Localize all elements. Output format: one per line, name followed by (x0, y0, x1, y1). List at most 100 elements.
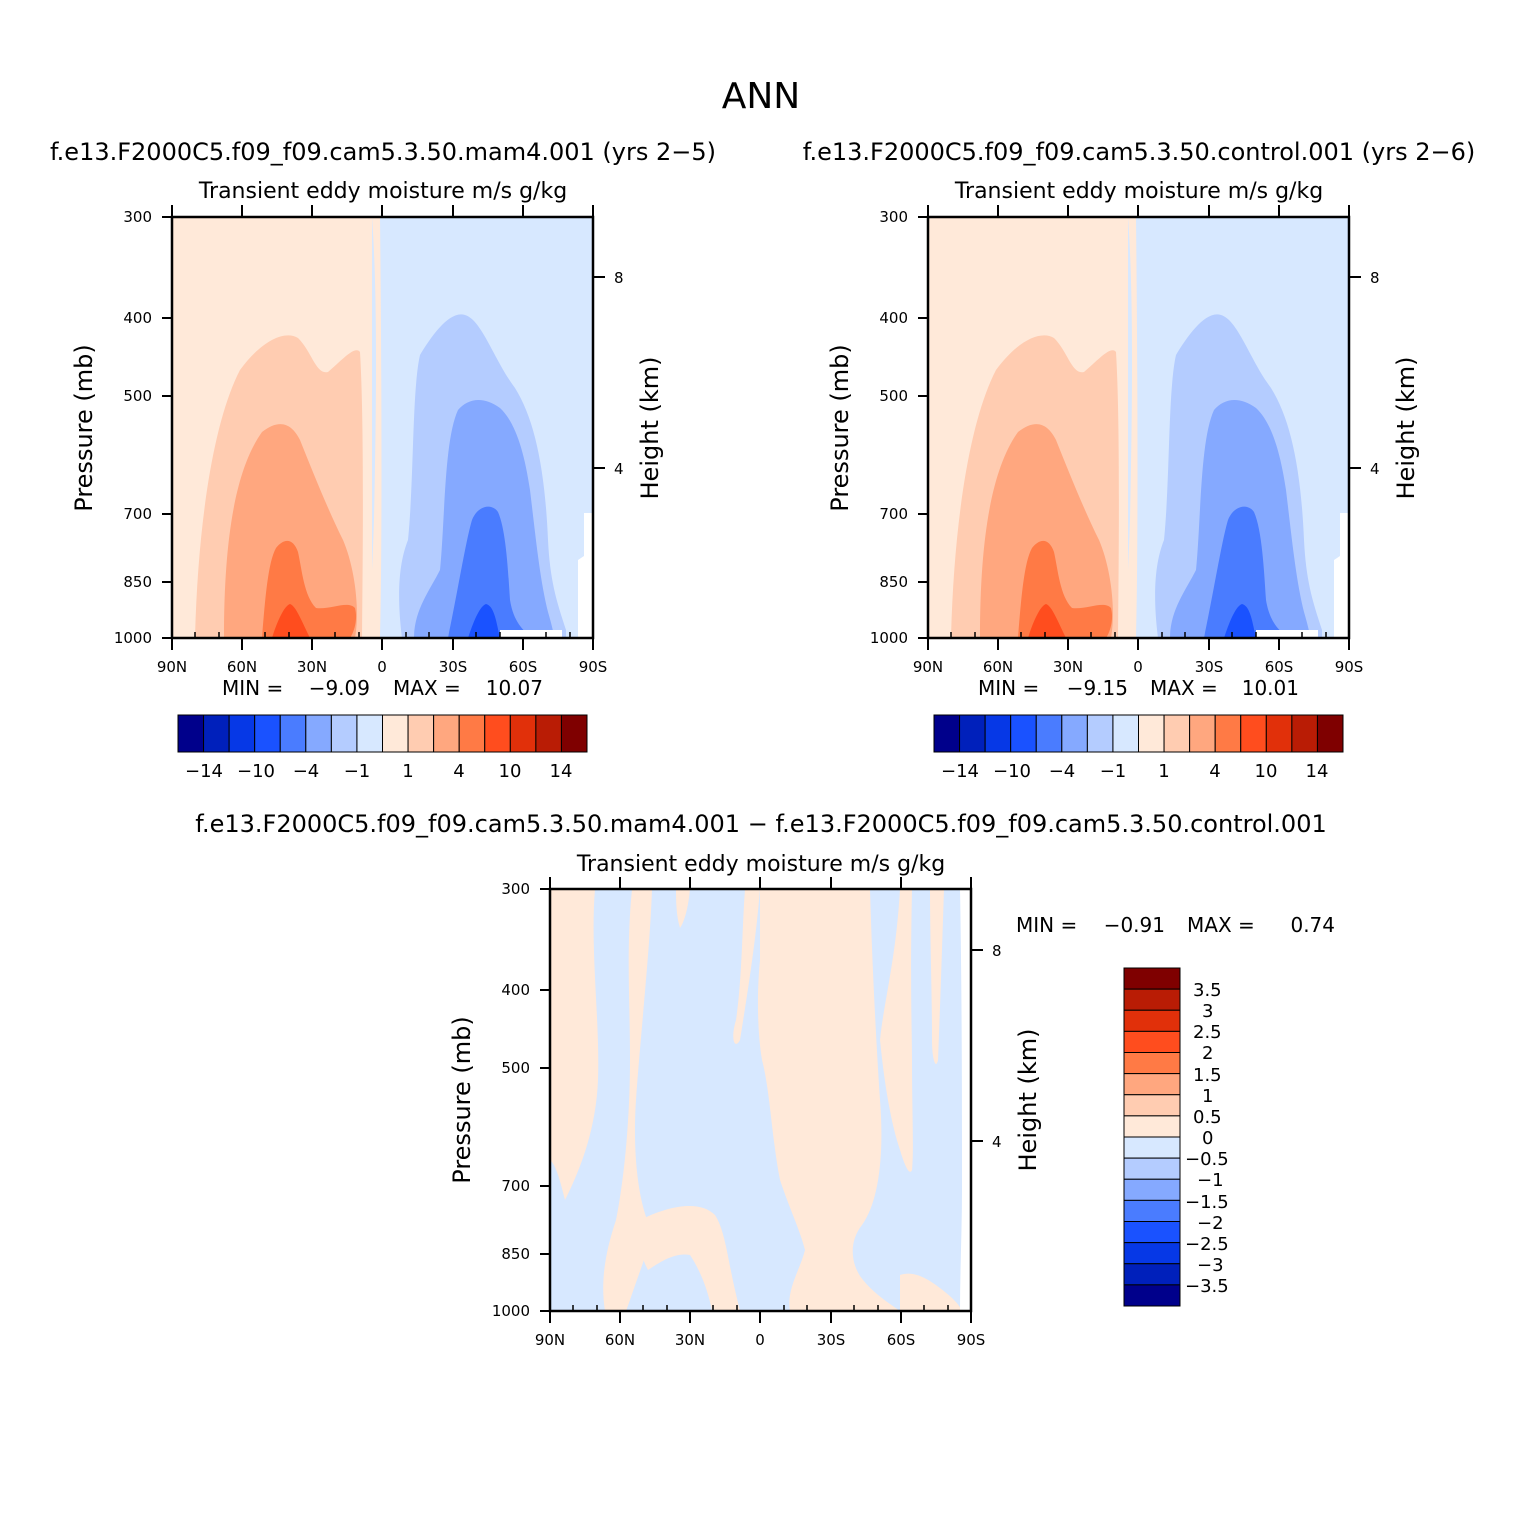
figure-title: ANN (722, 76, 801, 117)
colorbar-swatch (1163, 714, 1191, 753)
colorbar-swatch (1240, 714, 1267, 753)
panel-3-y-tick: 850 (501, 1245, 530, 1263)
panel-1-colorbar-label: −4 (293, 761, 320, 782)
panel-2-contour-field (928, 217, 1349, 638)
panel-3-colorbar (1123, 967, 1181, 1307)
colorbar-swatch (933, 714, 961, 753)
panel-1-x-tick: 30S (439, 658, 468, 676)
panel-1-x-tick: 60N (227, 658, 257, 676)
colorbar-swatch (1138, 714, 1165, 753)
colorbar-swatch (1035, 714, 1063, 753)
panel-3-colorbar-label: 2.5 (1193, 1022, 1222, 1043)
panel-2-x-tick: 30N (1053, 658, 1083, 676)
colorbar-swatch (959, 714, 986, 753)
panel-2-height-tick: 8 (1370, 269, 1380, 287)
colorbar-swatch (1061, 714, 1088, 753)
panel-3-colorbar-labels: 3.5 3 2.5 2 1.5 1 0.5 0 −0.5 −1 −1.5 −2 … (1185, 980, 1229, 1297)
panel-1-y-axis-label: Pressure (mb) (70, 344, 98, 511)
panel-3-y-axis-label: Pressure (mb) (448, 1016, 476, 1183)
panel-3-colorbar-label: 1 (1202, 1086, 1213, 1107)
panel-3-min-label: MIN = (1016, 913, 1077, 937)
panel-1-colorbar-labels: −14 −10 −4 −1 1 4 10 14 (185, 761, 572, 782)
colorbar-swatch (1123, 1052, 1181, 1075)
panel-3-y-tick: 500 (501, 1059, 530, 1077)
panel-1-y-tick: 400 (123, 309, 152, 327)
colorbar-swatch (356, 714, 383, 753)
panel-2-right-axis: 8 4 Height (km) (1349, 269, 1420, 499)
panel-2-colorbar-labels: −14 −10 −4 −1 1 4 10 14 (941, 761, 1328, 782)
panel-2-colorbar (933, 714, 1344, 753)
panel-2-x-tick: 30S (1195, 658, 1224, 676)
panel-3-x-tick: 60N (605, 1331, 635, 1349)
panel-3-x-tick: 90S (957, 1331, 986, 1349)
panel-1-right-axis: 8 4 Height (km) (593, 269, 664, 499)
colorbar-swatch (1316, 714, 1344, 753)
panel-1-y-tick: 850 (123, 573, 152, 591)
colorbar-swatch (1123, 1157, 1181, 1180)
colorbar-swatch (535, 714, 562, 753)
panel-1-right-axis-label: Height (km) (636, 357, 664, 500)
colorbar-swatch (1123, 1178, 1181, 1201)
panel-2-y-tick: 300 (879, 208, 908, 226)
panel-3-stats: MIN = −0.91 MAX = 0.74 (1016, 913, 1335, 937)
panel-3-contour-field (550, 889, 971, 1311)
panel-3-colorbar-label: −2 (1197, 1213, 1224, 1234)
panel-2-y-tick: 500 (879, 387, 908, 405)
panel-2-colorbar-label: −14 (941, 761, 979, 782)
panel-3-max-label: MAX = (1187, 913, 1255, 937)
panel-1-x-axis: 90N 60N 30N 0 30S 60S 90S (157, 205, 607, 676)
colorbar-swatch (1123, 1073, 1181, 1096)
panel-3-colorbar-label: −1 (1197, 1170, 1224, 1191)
colorbar-swatch (1123, 1115, 1181, 1138)
colorbar-swatch (1123, 1094, 1181, 1117)
panel-3-y-tick: 1000 (492, 1302, 530, 1320)
panel-2-min-label: MIN = (978, 676, 1039, 700)
colorbar-swatch (433, 714, 460, 753)
colorbar-swatch (1189, 714, 1216, 753)
panel-1-x-tick: 60S (509, 658, 538, 676)
colorbar-swatch (560, 714, 588, 753)
panel-2-min-value: −9.15 (1067, 676, 1128, 700)
panel-3-colorbar-label: −1.5 (1185, 1192, 1229, 1213)
panel-3-right-axis: 8 4 Height (km) (971, 942, 1042, 1171)
panel-2-max-value: 10.01 (1242, 676, 1299, 700)
panel-3-colorbar-label: −3.5 (1185, 1276, 1229, 1297)
panel-3-min-value: −0.91 (1104, 913, 1165, 937)
colorbar-swatch (1265, 714, 1293, 753)
colorbar-swatch (1291, 714, 1318, 753)
panel-2-colorbar-label: −4 (1049, 761, 1076, 782)
colorbar-swatch (177, 714, 205, 753)
colorbar-swatch (254, 714, 281, 753)
panel-2-right-axis-label: Height (km) (1392, 357, 1420, 500)
colorbar-swatch (1214, 714, 1242, 753)
panel-3-max-value: 0.74 (1290, 913, 1335, 937)
colorbar-swatch (1112, 714, 1139, 753)
panel-2-y-axis-label: Pressure (mb) (826, 344, 854, 511)
panel-3-y-tick: 700 (501, 1177, 530, 1195)
panel-1-min-value: −9.09 (309, 676, 370, 700)
panel-1-y-tick: 300 (123, 208, 152, 226)
panel-2-case-title: f.e13.F2000C5.f09_f09.cam5.3.50.control.… (803, 138, 1476, 166)
panel-2-y-tick: 1000 (870, 629, 908, 647)
panel-1-colorbar-label: 4 (453, 761, 464, 782)
panel-1-colorbar-label: −1 (344, 761, 371, 782)
panel-3-colorbar-label: −3 (1197, 1255, 1224, 1276)
colorbar-swatch (1086, 714, 1114, 753)
panel-2-x-tick: 0 (1133, 658, 1143, 676)
panel-2-colorbar-label: 1 (1158, 761, 1169, 782)
panel-2-y-tick: 400 (879, 309, 908, 327)
colorbar-swatch (1123, 1030, 1181, 1053)
panel-3-colorbar-label: 0.5 (1193, 1107, 1222, 1128)
colorbar-swatch (1123, 1136, 1181, 1159)
panel-1-stats: MIN = −9.09 MAX = 10.07 (222, 676, 543, 700)
panel-2: f.e13.F2000C5.f09_f09.cam5.3.50.control.… (803, 138, 1476, 782)
panel-3-height-tick: 8 (992, 942, 1002, 960)
panel-2-colorbar-label: 4 (1209, 761, 1220, 782)
panel-1-case-title: f.e13.F2000C5.f09_f09.cam5.3.50.mam4.001… (50, 138, 716, 166)
colorbar-swatch (1123, 988, 1181, 1011)
panel-3-colorbar-label: 0 (1202, 1128, 1213, 1149)
panel-1-x-tick: 90S (579, 658, 608, 676)
panel-1-y-tick: 700 (123, 505, 152, 523)
panel-1-title: Transient eddy moisture m/s g/kg (198, 179, 567, 204)
